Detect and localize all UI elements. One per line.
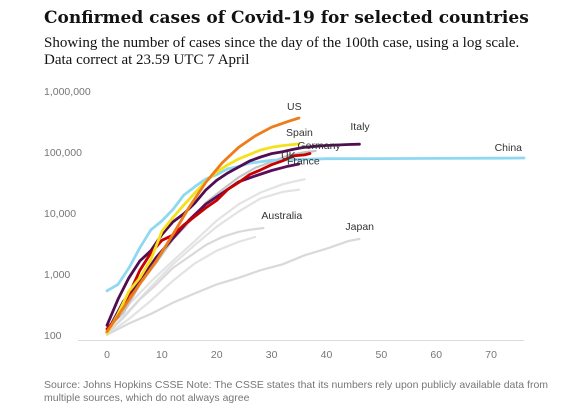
x-tick-label: 40 [321,349,333,361]
series-label-germany: Germany [298,140,342,152]
series-line-france [105,152,312,331]
series-label-france: France [287,156,320,168]
y-tick-label: 100,000 [44,147,82,159]
x-tick-label: 70 [485,349,497,361]
x-tick-label: 20 [211,349,223,361]
subtitle-line-2: Data correct at 23.59 UTC 7 April [44,52,250,68]
series-label-uk: UK [281,150,296,162]
x-tick-label: 0 [104,349,110,361]
series-layer [105,116,526,336]
series-line-us [105,116,301,334]
series-line-australia [105,226,265,335]
y-tick-label: 1,000,000 [44,86,91,98]
series-line-other [105,235,257,336]
x-tick-label: 10 [156,349,168,361]
series-label-australia: Australia [261,210,302,222]
source-note: Source: Johns Hopkins CSSE Note: The CSS… [44,379,549,404]
series-line-spain [105,142,301,335]
series-label-spain: Spain [286,127,313,139]
x-tick-label: 50 [375,349,387,361]
series-line-japan [105,237,361,336]
y-tick-label: 10,000 [44,208,76,220]
chart-subtitle: Showing the number of cases since the da… [44,35,564,69]
y-tick-label: 1,000 [44,269,70,281]
series-label-china: China [495,142,523,154]
series-line-italy [105,142,361,327]
series-line-uk [105,162,301,334]
series-label-italy: Italy [350,121,370,133]
series-line-other [105,178,306,333]
subtitle-line-1: Showing the number of cases since the da… [44,35,520,51]
series-label-japan: Japan [345,221,374,233]
log-line-chart: 100 1,000 10,000 100,000 1,000,000 0 10 20 30 40… [44,86,526,361]
x-tick-label: 60 [430,349,442,361]
series-label-us: US [287,101,302,113]
y-tick-label: 100 [44,330,62,342]
chart-title: Confirmed cases of Covid-19 for selected… [44,8,529,28]
y-axis: 100 1,000 10,000 100,000 1,000,000 [44,86,91,342]
x-tick-label: 30 [266,349,278,361]
x-axis: 0 10 20 30 40 50 60 70 [78,340,524,361]
